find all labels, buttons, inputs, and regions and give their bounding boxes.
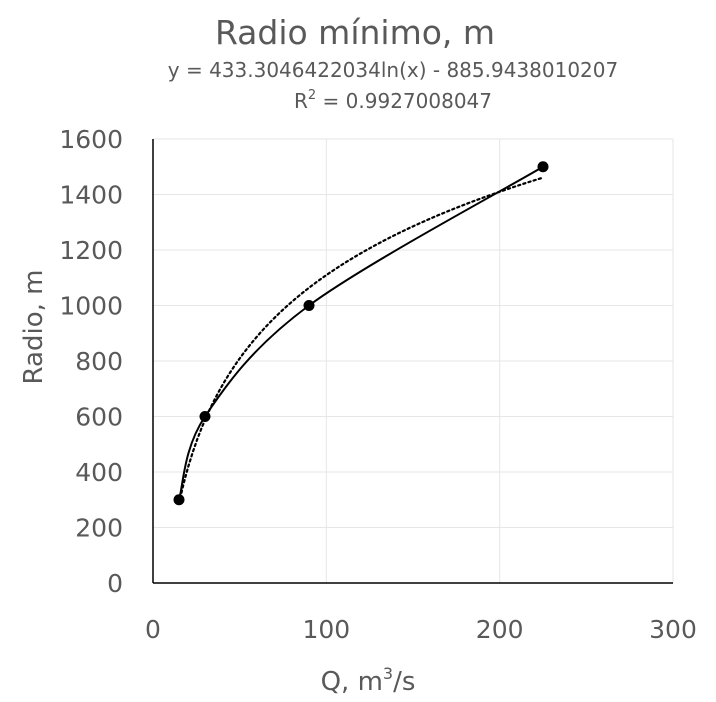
trendline-path <box>177 176 545 505</box>
x-axis-title: Q, m3/s <box>321 664 416 697</box>
data-point <box>537 161 549 173</box>
y-tick-label: 1200 <box>59 236 123 265</box>
y-tick-label: 1000 <box>59 292 123 321</box>
x-axis-title-exponent: 3 <box>383 664 393 683</box>
data-point <box>303 300 315 311</box>
y-tick-label: 600 <box>75 403 123 432</box>
y-tick-labels: 0 200 400 600 800 1000 1200 1400 1600 <box>59 125 123 598</box>
axes <box>152 139 673 584</box>
y-axis-title: Radio, m <box>19 270 49 385</box>
x-tick-label: 300 <box>649 615 697 644</box>
r-squared-prefix: R <box>294 89 308 113</box>
chart-title: Radio mínimo, m <box>215 13 495 52</box>
y-tick-label: 400 <box>75 458 123 487</box>
y-tick-label: 0 <box>107 569 123 598</box>
trendline-equation: y = 433.3046422034ln(x) - 885.9438010207 <box>168 58 618 82</box>
y-tick-label: 1600 <box>59 125 123 154</box>
data-point <box>199 411 211 422</box>
y-tick-label: 1400 <box>59 181 123 210</box>
r-squared-value: = 0.9927008047 <box>316 89 492 113</box>
data-point <box>173 494 185 506</box>
trendline-r-squared: R2 = 0.9927008047 <box>294 88 492 113</box>
x-tick-labels: 0 100 200 300 <box>145 615 697 644</box>
grid <box>153 138 674 583</box>
x-axis-title-prefix: Q, m <box>321 667 383 697</box>
x-tick-label: 0 <box>145 615 161 644</box>
x-tick-label: 200 <box>476 615 524 644</box>
x-axis-title-suffix: /s <box>393 667 415 697</box>
x-tick-label: 100 <box>302 615 350 644</box>
trendline <box>177 176 545 505</box>
r-squared-exponent: 2 <box>308 88 316 103</box>
series-group <box>173 161 549 506</box>
series-line <box>178 165 544 501</box>
y-tick-label: 200 <box>75 514 123 543</box>
y-tick-label: 800 <box>75 347 123 376</box>
